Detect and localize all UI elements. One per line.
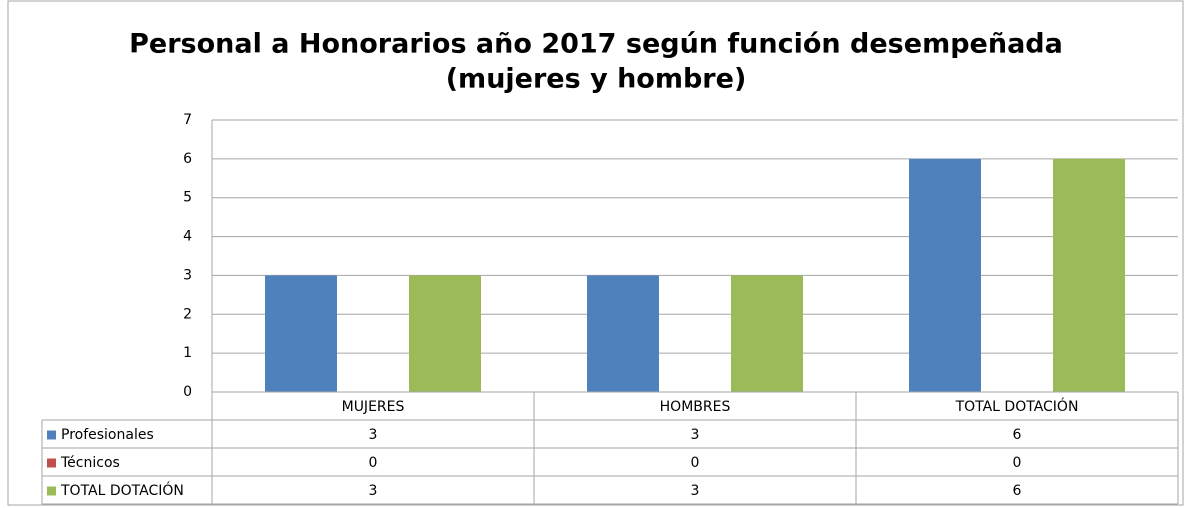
x-tick-label: TOTAL DOTACIÓN bbox=[955, 397, 1079, 415]
bar bbox=[731, 275, 803, 392]
y-tick-label: 3 bbox=[183, 267, 192, 283]
y-tick-label: 7 bbox=[183, 112, 192, 128]
legend-swatch bbox=[47, 486, 56, 496]
bar bbox=[587, 275, 659, 392]
table-value: 3 bbox=[691, 427, 700, 443]
chart-title: Personal a Honorarios año 2017 según fun… bbox=[129, 29, 1063, 60]
x-tick-label: MUJERES bbox=[342, 399, 405, 415]
table-value: 3 bbox=[369, 427, 378, 443]
bar bbox=[1053, 158, 1125, 392]
table-value: 0 bbox=[369, 455, 378, 471]
y-tick-label: 1 bbox=[183, 345, 192, 361]
bar bbox=[909, 158, 981, 392]
chart-border bbox=[7, 0, 1184, 506]
legend-label: TOTAL DOTACIÓN bbox=[60, 481, 184, 499]
table-value: 0 bbox=[1013, 455, 1022, 471]
legend-label: Técnicos bbox=[60, 455, 120, 471]
chart-title: (mujeres y hombre) bbox=[446, 64, 747, 95]
table-value: 3 bbox=[369, 483, 378, 499]
table-value: 0 bbox=[691, 455, 700, 471]
x-tick-label: HOMBRES bbox=[660, 399, 731, 415]
table-value: 6 bbox=[1013, 427, 1022, 443]
table-value: 3 bbox=[691, 483, 700, 499]
y-tick-label: 4 bbox=[183, 229, 192, 245]
legend-swatch bbox=[47, 458, 56, 468]
legend-swatch bbox=[47, 430, 56, 440]
y-tick-label: 6 bbox=[183, 151, 192, 167]
bar bbox=[409, 275, 481, 392]
y-tick-label: 0 bbox=[183, 384, 192, 400]
y-tick-label: 5 bbox=[183, 190, 192, 206]
y-tick-label: 2 bbox=[183, 306, 192, 322]
table-value: 6 bbox=[1013, 483, 1022, 499]
bar bbox=[265, 275, 337, 392]
legend-label: Profesionales bbox=[61, 427, 154, 443]
